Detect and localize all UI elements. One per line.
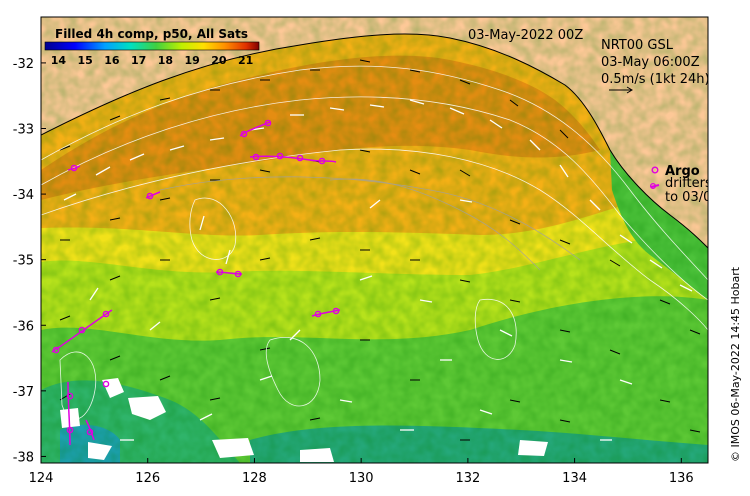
drifter-legend-dot <box>649 182 657 190</box>
lat-tick-33: -33 <box>13 123 34 138</box>
ssh-contours <box>41 65 708 420</box>
lat-tick-36: -36 <box>13 319 34 334</box>
colorbar-tick-labels: 14 15 16 17 18 19 20 21 <box>51 54 254 67</box>
colorbar-label-20: 20 <box>211 54 227 67</box>
ssh-contours-grey <box>159 176 581 271</box>
product-time: 03-May 06:00Z <box>601 55 700 70</box>
lon-tick-134: 134 <box>562 471 587 486</box>
current-vectors <box>63 99 693 441</box>
lat-tick-37: -37 <box>13 385 34 400</box>
lon-tick-130: 130 <box>349 471 374 486</box>
lon-tick-136: 136 <box>669 471 694 486</box>
scale-label: 0.5m/s (1kt 24h) <box>601 72 710 87</box>
drifters-legend-line2: to 03/05 12Z <box>665 190 749 205</box>
longitude-axis: 124 126 128 130 132 134 136 <box>29 471 694 486</box>
date-title: 03-May-2022 00Z <box>468 28 583 43</box>
argo-legend: Argo drifters@12h to 03/05 12Z <box>649 164 750 205</box>
colorbar: Filled 4h comp, p50, All Sats 14 15 16 1… <box>44 27 260 67</box>
colorbar-label-16: 16 <box>104 54 120 67</box>
wind-vectors <box>59 59 701 441</box>
lat-tick-35: -35 <box>13 254 34 269</box>
colorbar-label-21: 21 <box>238 54 253 67</box>
colorbar-label-14: 14 <box>51 54 67 67</box>
lon-tick-126: 126 <box>135 471 160 486</box>
argo-legend-marker <box>651 166 659 174</box>
latitude-axis: -32 -33 -34 -35 -36 -37 -38 <box>13 57 34 466</box>
lon-tick-132: 132 <box>455 471 480 486</box>
colorbar-label-18: 18 <box>158 54 173 67</box>
argo-floats <box>52 119 340 436</box>
scale-arrow <box>609 86 633 94</box>
colorbar-label-19: 19 <box>184 54 199 67</box>
tick-marks <box>40 62 682 463</box>
lat-tick-38: -38 <box>13 450 34 465</box>
drifters-legend-line1: drifters@12h <box>665 176 750 191</box>
lat-tick-34: -34 <box>13 188 34 203</box>
argo-legend-label: Argo <box>665 164 700 179</box>
colorbar-title: Filled 4h comp, p50, All Sats <box>55 27 248 41</box>
cloud-gaps <box>60 378 548 462</box>
product-label: NRT00 GSL <box>601 38 674 53</box>
lon-tick-124: 124 <box>29 471 54 486</box>
credit-text: © IMOS 06-May-2022 14:45 Hobart <box>729 266 742 462</box>
lat-tick-32: -32 <box>13 57 34 72</box>
colorbar-label-17: 17 <box>131 54 146 67</box>
coastline <box>41 33 708 249</box>
colorbar-label-15: 15 <box>77 54 92 67</box>
plot-frame <box>40 16 709 464</box>
colorbar-gradient <box>44 41 260 51</box>
lon-tick-128: 128 <box>242 471 267 486</box>
